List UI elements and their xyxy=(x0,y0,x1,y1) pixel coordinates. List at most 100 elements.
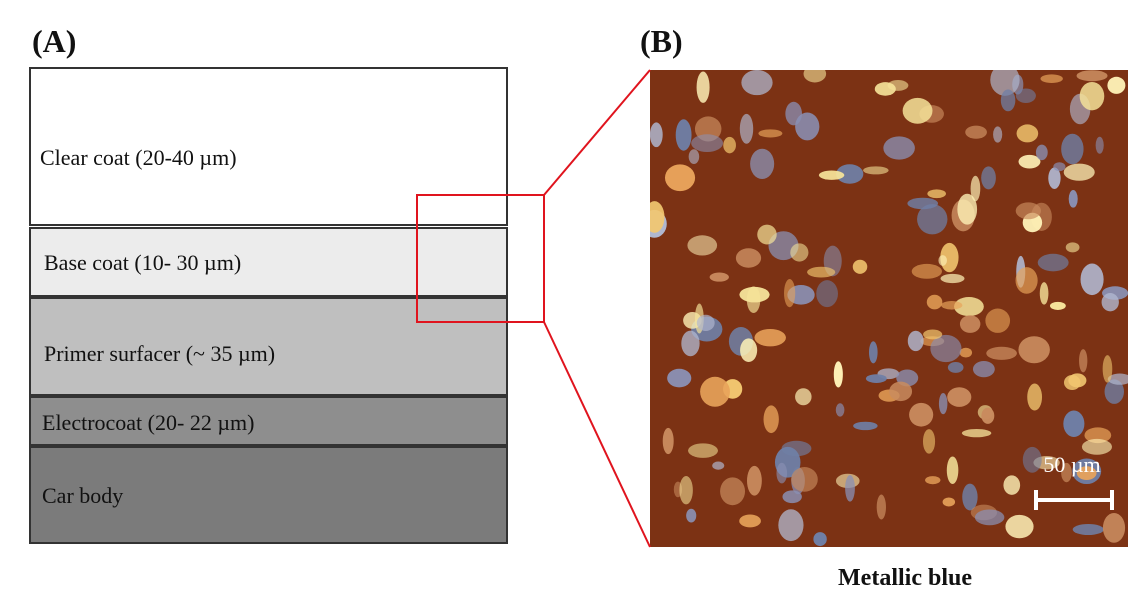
flake xyxy=(1079,349,1087,372)
flake xyxy=(973,361,995,377)
flake xyxy=(819,170,844,179)
flake xyxy=(947,457,959,484)
panel-label: (A) xyxy=(32,23,76,59)
flake xyxy=(1053,162,1065,171)
flake xyxy=(938,255,947,266)
flake xyxy=(960,315,980,333)
flake xyxy=(834,361,843,387)
flake xyxy=(667,369,691,388)
flake xyxy=(750,149,774,179)
flake xyxy=(1003,475,1020,494)
flake xyxy=(795,113,819,141)
flake xyxy=(986,347,1017,360)
flake xyxy=(1103,513,1125,543)
flake xyxy=(939,393,947,414)
flake xyxy=(1077,70,1108,81)
flake xyxy=(962,484,977,511)
flake xyxy=(691,134,723,152)
flake xyxy=(993,126,1002,142)
flake xyxy=(912,264,942,279)
flake xyxy=(782,490,801,503)
flake xyxy=(676,119,692,150)
flake xyxy=(740,114,753,144)
flake xyxy=(1081,264,1104,296)
flake xyxy=(700,377,730,407)
flake xyxy=(869,341,878,363)
flake xyxy=(816,280,838,307)
flake xyxy=(790,243,808,261)
flake xyxy=(927,295,943,310)
flake xyxy=(681,331,699,357)
flake xyxy=(784,279,795,307)
flake xyxy=(782,441,812,457)
zoom-line xyxy=(544,322,650,547)
flake xyxy=(764,405,779,433)
flake xyxy=(985,309,1010,333)
flake xyxy=(757,225,776,245)
flake xyxy=(947,387,971,407)
flake xyxy=(965,126,987,139)
flake xyxy=(741,70,772,95)
flake xyxy=(791,467,818,492)
flake xyxy=(776,463,787,484)
flake xyxy=(1061,134,1083,164)
flake xyxy=(1041,74,1063,83)
flake xyxy=(758,129,782,137)
flake xyxy=(813,532,826,546)
flake xyxy=(739,515,761,528)
flake xyxy=(908,331,924,351)
flake xyxy=(866,374,887,383)
flake xyxy=(1103,355,1113,382)
layer-label: Car body xyxy=(42,483,123,508)
flake xyxy=(981,408,994,424)
flake xyxy=(747,466,762,496)
flake xyxy=(863,166,889,174)
flake xyxy=(1073,524,1104,535)
flake xyxy=(697,72,710,103)
flake xyxy=(909,403,933,427)
flake xyxy=(853,260,868,274)
flake xyxy=(778,509,803,541)
layer-label: Electrocoat (20- 22 µm) xyxy=(42,410,254,435)
layer-stack xyxy=(30,68,507,543)
panel-label: (B) xyxy=(640,23,683,59)
flake xyxy=(927,189,946,198)
flake xyxy=(962,429,991,437)
flake xyxy=(1096,137,1104,154)
flake xyxy=(971,176,981,202)
flake xyxy=(960,348,972,358)
flake xyxy=(1027,384,1042,411)
flake xyxy=(1064,164,1095,181)
flake xyxy=(740,338,757,362)
flake xyxy=(804,65,827,82)
flake xyxy=(1001,89,1016,111)
flake xyxy=(1069,190,1078,208)
flake xyxy=(1016,202,1041,219)
flake xyxy=(981,166,996,189)
flake xyxy=(754,329,785,346)
flake xyxy=(877,495,886,520)
flake xyxy=(1040,282,1049,304)
flake xyxy=(689,149,700,164)
flake xyxy=(907,198,938,210)
flake xyxy=(686,509,696,523)
flake xyxy=(679,476,692,504)
flake xyxy=(975,509,1004,525)
flake xyxy=(1038,254,1069,272)
scale-bar-label: 50 µm xyxy=(1043,452,1100,477)
zoom-line xyxy=(544,70,650,195)
flake xyxy=(807,267,835,278)
flake xyxy=(688,443,718,458)
flake xyxy=(795,388,812,405)
flake xyxy=(663,428,674,454)
flake xyxy=(1063,410,1084,437)
flake xyxy=(903,98,933,124)
layer-label: Clear coat (20-40 µm) xyxy=(40,145,237,170)
figure: (A) (B) Clear coat (20-40 µm) Base coat … xyxy=(0,0,1135,592)
flake xyxy=(1050,302,1066,310)
flake xyxy=(1005,515,1033,538)
flake xyxy=(836,403,845,416)
flake xyxy=(845,475,855,502)
flake xyxy=(1016,88,1036,103)
flake xyxy=(665,164,695,191)
